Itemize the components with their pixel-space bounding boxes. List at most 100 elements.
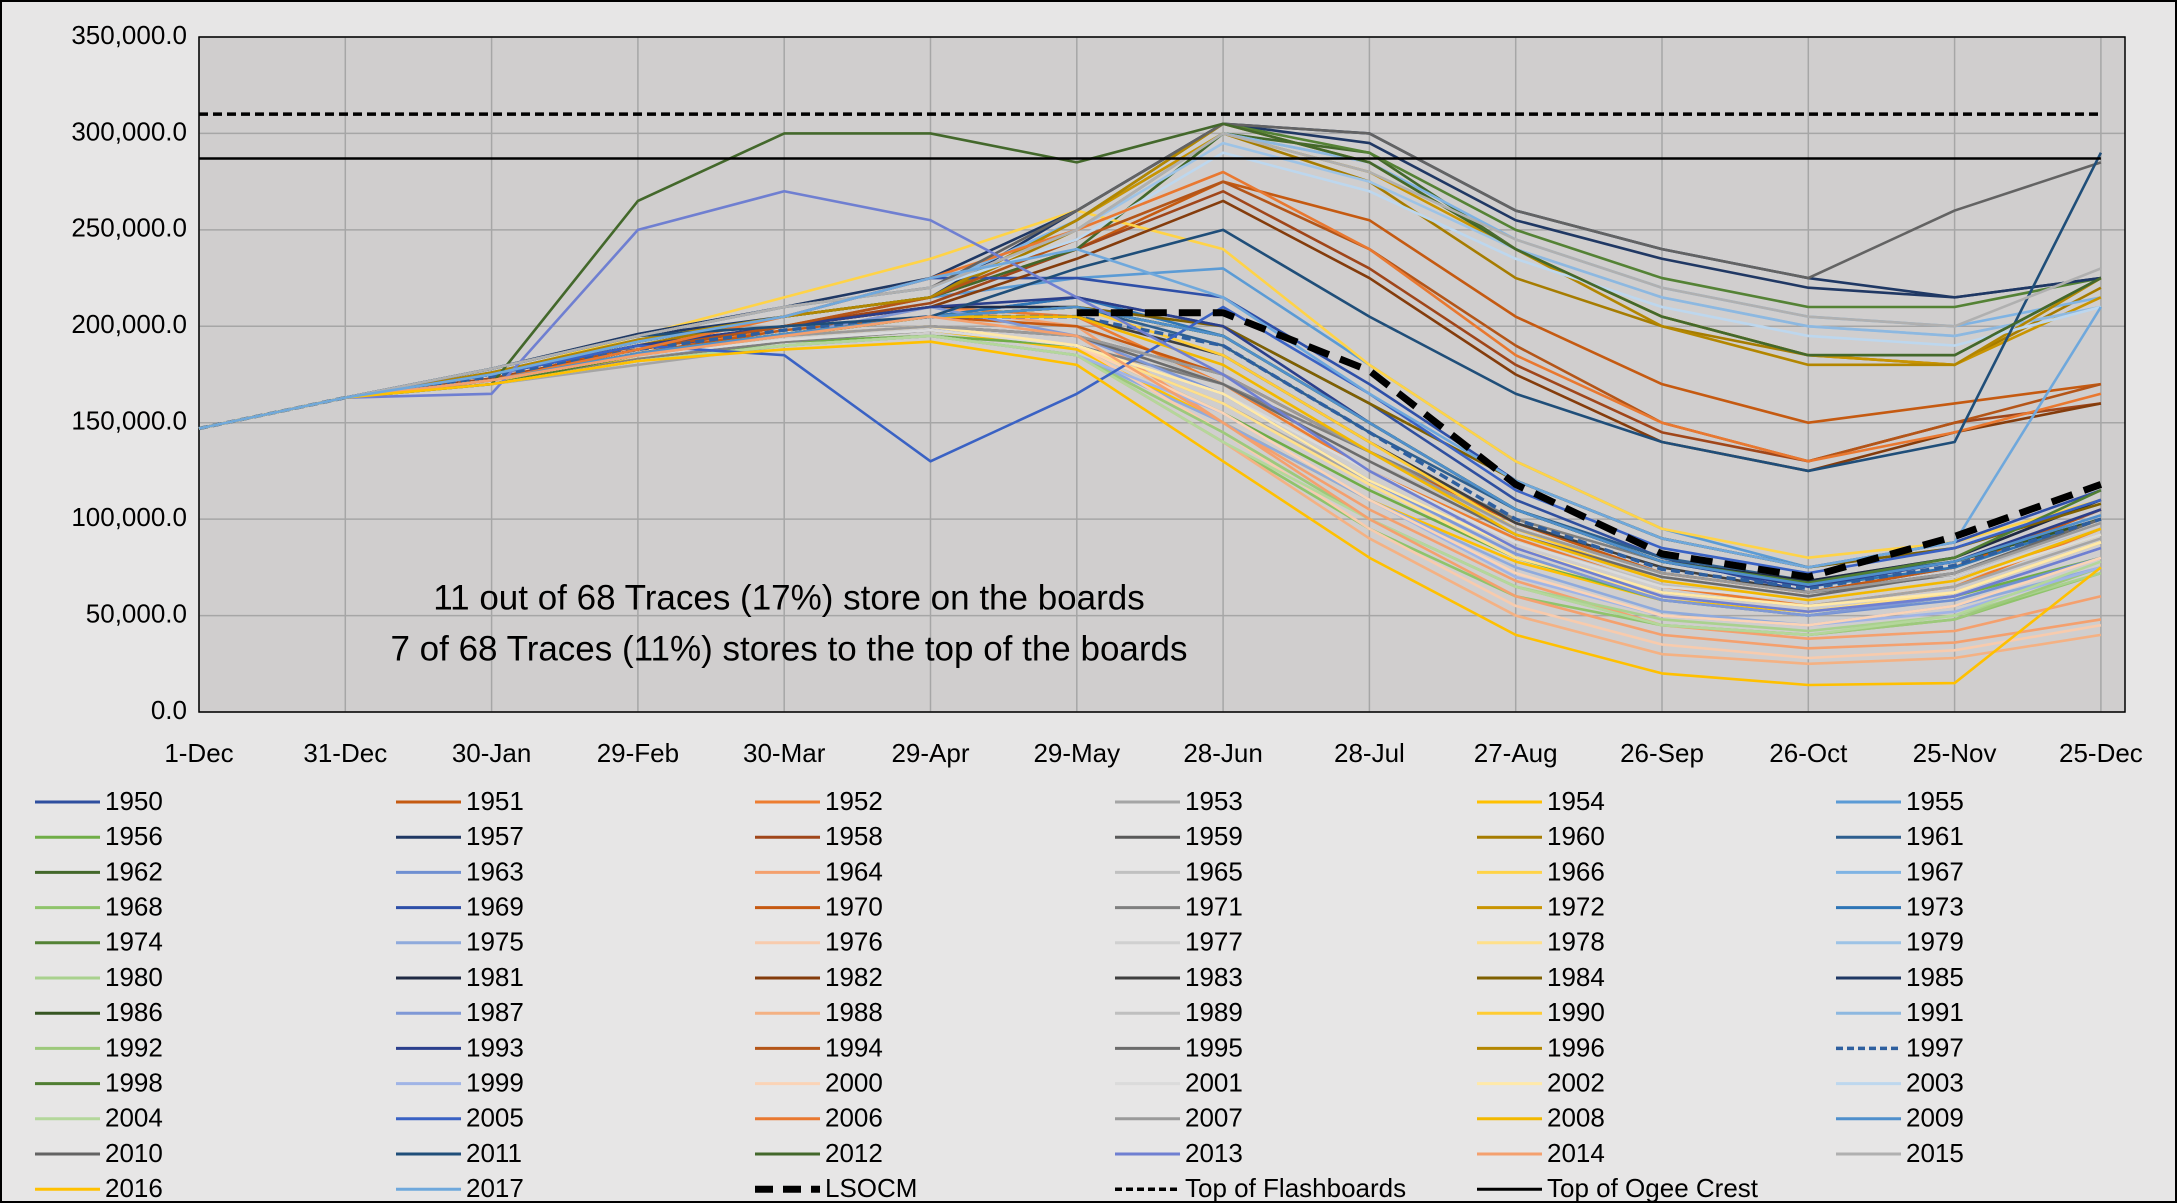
legend-label: 1952 (825, 786, 883, 816)
legend-label: 2002 (1547, 1067, 1605, 1097)
legend-label: 1995 (1185, 1032, 1243, 1062)
legend-label: 1967 (1906, 856, 1964, 886)
legend-label: 1987 (466, 997, 524, 1027)
legend-label: 1996 (1547, 1032, 1605, 1062)
legend-label: 1961 (1906, 821, 1964, 851)
legend-label: 1953 (1185, 786, 1243, 816)
legend-label: 1969 (466, 891, 524, 921)
series-line (198, 314, 2102, 591)
x-tick-label: 29-Feb (597, 738, 679, 768)
legend-label: 1956 (105, 821, 163, 851)
x-tick-label: 30-Mar (743, 738, 826, 768)
series-line (198, 122, 2102, 430)
legend-label: 1976 (825, 927, 883, 957)
legend-label: 2016 (105, 1173, 163, 1203)
legend-label: 1955 (1906, 786, 1964, 816)
legend-label: 1966 (1547, 856, 1605, 886)
y-tick-label: 350,000.0 (71, 20, 187, 50)
y-tick-label: 100,000.0 (71, 502, 187, 532)
legend-label: 1960 (1547, 821, 1605, 851)
legend-label: 1979 (1906, 927, 1964, 957)
legend-label: 2012 (825, 1138, 883, 1168)
series-line (198, 189, 2102, 614)
legend-label: 1992 (105, 1032, 163, 1062)
y-tick-label: 50,000.0 (86, 598, 187, 628)
legend-label: 1965 (1185, 856, 1243, 886)
legend-label: 1985 (1906, 962, 1964, 992)
legend-label: 1980 (105, 962, 163, 992)
y-tick-label: 300,000.0 (71, 116, 187, 146)
legend-label: 1998 (105, 1067, 163, 1097)
legend-label: 1977 (1185, 927, 1243, 957)
legend-label: 1957 (466, 821, 524, 851)
legend-label: 1963 (466, 856, 524, 886)
legend-label: 1999 (466, 1067, 524, 1097)
legend-label: 2015 (1906, 1138, 1964, 1168)
legend-label: 1973 (1906, 891, 1964, 921)
y-tick-label: 0.0 (151, 695, 187, 725)
x-tick-label: 27-Aug (1474, 738, 1558, 768)
legend-label: 1962 (105, 856, 163, 886)
legend-label: 1993 (466, 1032, 524, 1062)
legend-label: 2014 (1547, 1138, 1605, 1168)
x-tick-label: 25-Nov (1913, 738, 1997, 768)
y-tick-label: 150,000.0 (71, 406, 187, 436)
series-line (198, 132, 2102, 430)
legend-label: 1954 (1547, 786, 1605, 816)
series-line (198, 189, 2102, 463)
x-tick-label: 26-Sep (1620, 738, 1704, 768)
legend-label: 1984 (1547, 962, 1605, 992)
legend-label: 1958 (825, 821, 883, 851)
legend-label: Top of Flashboards (1185, 1173, 1406, 1203)
series-line (1076, 309, 2103, 581)
annotation: 11 out of 68 Traces (17%) store on the b… (433, 578, 1144, 617)
legend-label: 2003 (1906, 1067, 1964, 1097)
x-tick-label: 29-May (1033, 738, 1120, 768)
x-tick-label: 26-Oct (1769, 738, 1848, 768)
legend-label: 2000 (825, 1067, 883, 1097)
legend-label: 2004 (105, 1103, 163, 1133)
legend-label: 2007 (1185, 1103, 1243, 1133)
legend-label: 2013 (1185, 1138, 1243, 1168)
x-tick-label: 31-Dec (303, 738, 387, 768)
legend-label: Top of Ogee Crest (1547, 1173, 1759, 1203)
x-tick-label: 25-Dec (2059, 738, 2143, 768)
legend-label: 1970 (825, 891, 883, 921)
legend-label: 1983 (1185, 962, 1243, 992)
legend-label: 1986 (105, 997, 163, 1027)
legend-label: 1971 (1185, 891, 1243, 921)
legend-label: 1959 (1185, 821, 1243, 851)
x-tick-label: 30-Jan (452, 738, 532, 768)
legend-label: 1982 (825, 962, 883, 992)
legend-label: 1994 (825, 1032, 883, 1062)
legend-label: 1989 (1185, 997, 1243, 1027)
legend-label: 2009 (1906, 1103, 1964, 1133)
x-tick-label: 28-Jul (1334, 738, 1405, 768)
legend-label: LSOCM (825, 1173, 917, 1203)
annotation: 7 of 68 Traces (11%) stores to the top o… (390, 629, 1187, 668)
plot-border (198, 36, 2126, 713)
series-line (198, 247, 2103, 569)
legend-label: 2010 (105, 1138, 163, 1168)
x-tick-label: 28-Jun (1183, 738, 1263, 768)
series-line (198, 340, 2102, 687)
y-tick-label: 200,000.0 (71, 309, 187, 339)
legend-label: 2001 (1185, 1067, 1243, 1097)
legend-label: 1974 (105, 927, 163, 957)
legend-label: 2005 (466, 1103, 524, 1133)
legend-label: 1997 (1906, 1032, 1964, 1062)
legend-label: 1972 (1547, 891, 1605, 921)
legend-label: 1990 (1547, 997, 1605, 1027)
legend-label: 1968 (105, 891, 163, 921)
x-tick-label: 1-Dec (164, 738, 233, 768)
legend-label: 1964 (825, 856, 883, 886)
legend-label: 2011 (466, 1138, 522, 1168)
legend-label: 1975 (466, 927, 524, 957)
legend-label: 1950 (105, 786, 163, 816)
series-line (198, 315, 2102, 650)
legend-label: 1988 (825, 997, 883, 1027)
legend-label: 1951 (466, 786, 524, 816)
legend-label: 2006 (825, 1103, 883, 1133)
